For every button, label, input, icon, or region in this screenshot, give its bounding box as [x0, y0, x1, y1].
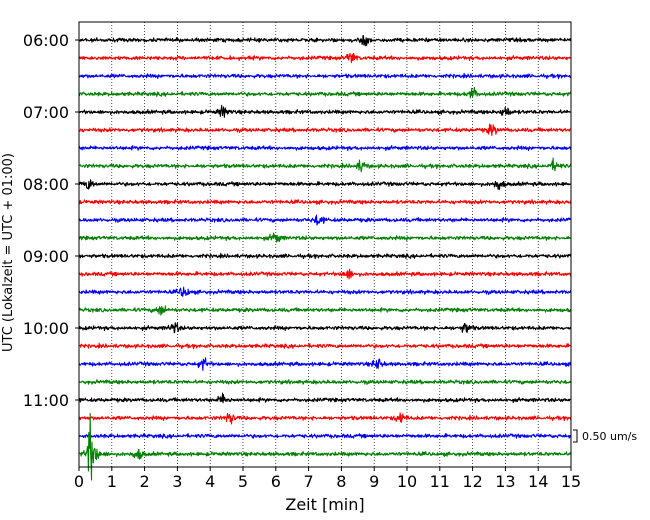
scale-bar-bracket — [573, 429, 578, 443]
trace-0900 — [78, 252, 572, 260]
x-tick-label: 6 — [271, 472, 281, 491]
trace-1115 — [78, 412, 572, 425]
x-tick-label: 8 — [336, 472, 346, 491]
x-tick-label: 5 — [238, 472, 248, 491]
x-tick-label: 11 — [430, 472, 450, 491]
trace-1030 — [78, 357, 572, 371]
trace-0630 — [78, 72, 572, 80]
trace-0730 — [78, 145, 572, 152]
traces-layer — [78, 34, 572, 481]
trace-0745 — [78, 157, 572, 173]
x-tick-label: 10 — [397, 472, 417, 491]
y-tick-label: 08:00 — [23, 175, 69, 194]
x-tick-label: 12 — [462, 472, 482, 491]
y-tick-label: 11:00 — [23, 391, 69, 410]
x-tick-label: 4 — [205, 472, 215, 491]
trace-0600 — [78, 34, 572, 47]
trace-0800 — [78, 179, 572, 190]
x-tick-label: 9 — [369, 472, 379, 491]
y-tick-label: 09:00 — [23, 247, 69, 266]
scale-bar-label: 0.50 um/s — [582, 430, 637, 443]
x-tick-label: 0 — [74, 472, 84, 491]
trace-0815 — [78, 199, 572, 205]
x-ticks: 0 1 2 3 4 5 6 7 8 9 10 11 12 13 14 15 — [74, 467, 581, 491]
plot-frame — [78, 21, 572, 468]
trace-0945 — [78, 305, 572, 316]
trace-0715 — [78, 123, 572, 137]
x-tick-label: 3 — [172, 472, 182, 491]
trace-1045 — [78, 379, 572, 385]
trace-0915 — [78, 268, 572, 280]
trace-1015 — [78, 342, 572, 350]
trace-0830 — [78, 214, 572, 226]
y-tick-label: 10:00 — [23, 319, 69, 338]
x-tick-label: 13 — [495, 472, 515, 491]
x-tick-label: 1 — [107, 472, 117, 491]
y-tick-label: 07:00 — [23, 103, 69, 122]
trace-0645 — [78, 86, 572, 99]
trace-1130 — [78, 433, 572, 439]
y-ticks: 06:00 07:00 08:00 09:00 10:00 11:00 — [23, 31, 79, 410]
trace-0615 — [78, 52, 572, 64]
x-tick-label: 15 — [561, 472, 581, 491]
trace-1145 — [78, 412, 572, 481]
y-tick-label: 06:00 — [23, 31, 69, 50]
y-axis-label: UTC (Lokalzeit = UTC + 01:00) — [1, 153, 16, 352]
trace-1000 — [78, 322, 572, 334]
x-tick-label: 14 — [528, 472, 548, 491]
scale-bar: 0.50 um/s — [573, 429, 637, 443]
trace-0930 — [78, 286, 572, 297]
trace-0700 — [78, 104, 572, 118]
x-tick-label: 7 — [304, 472, 314, 491]
x-axis-label: Zeit [min] — [285, 495, 364, 514]
trace-1100 — [78, 392, 572, 404]
x-tick-label: 2 — [140, 472, 150, 491]
trace-0845 — [78, 232, 572, 243]
